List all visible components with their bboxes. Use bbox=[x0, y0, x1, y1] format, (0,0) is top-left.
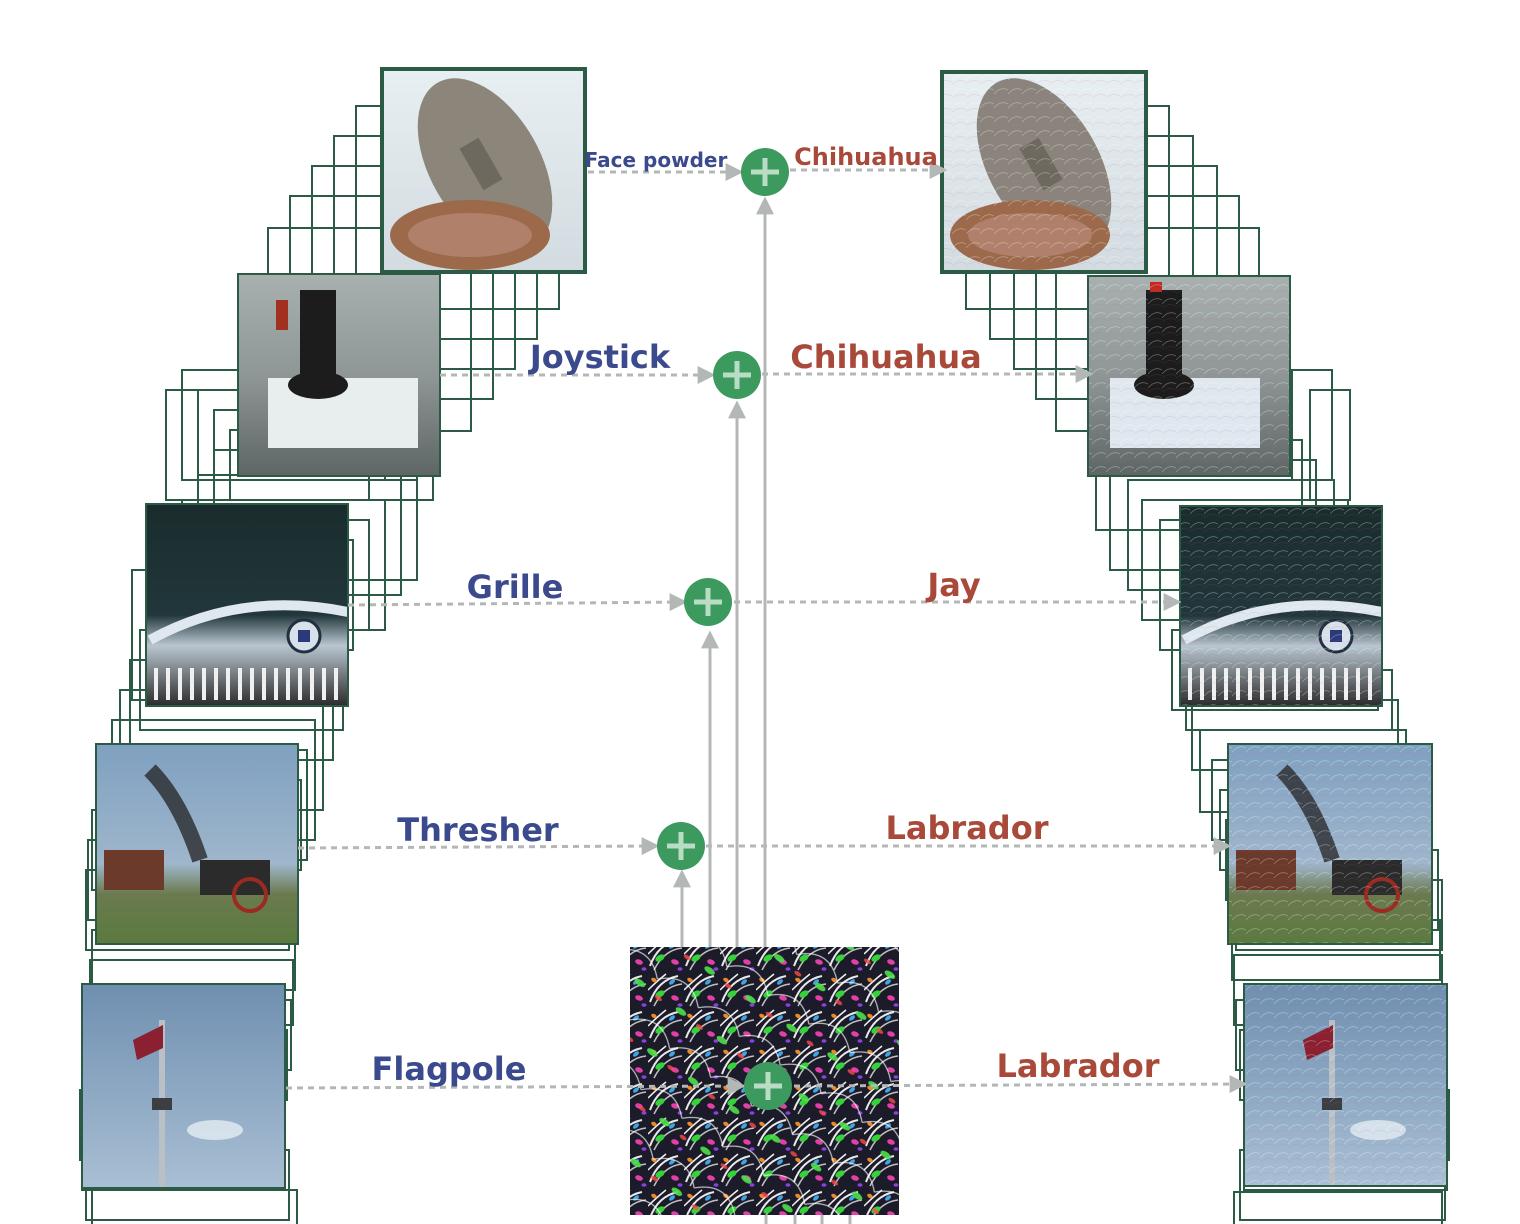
plus-nodes bbox=[657, 148, 792, 1110]
source-label: Joystick bbox=[528, 338, 671, 376]
plus-icon bbox=[744, 1062, 792, 1110]
left-image-grille bbox=[145, 503, 349, 707]
left-image-face-powder bbox=[380, 67, 587, 274]
left-image-flagpole bbox=[81, 983, 286, 1189]
horizontal-arrows bbox=[285, 161, 1248, 1096]
left-image-thresher bbox=[95, 743, 299, 945]
source-label: Face powder bbox=[585, 148, 728, 172]
target-label: Labrador bbox=[886, 809, 1049, 847]
target-label: Chihuahua bbox=[790, 338, 982, 376]
vertical-arrows bbox=[673, 196, 774, 947]
source-label: Grille bbox=[467, 568, 564, 606]
right-image-flagpole bbox=[1243, 983, 1448, 1187]
left-image-joystick bbox=[237, 273, 441, 477]
source-label: Flagpole bbox=[372, 1050, 527, 1088]
target-label: Labrador bbox=[997, 1047, 1160, 1085]
plus-icon bbox=[713, 351, 761, 399]
source-label: Thresher bbox=[397, 811, 559, 849]
plus-icon bbox=[684, 578, 732, 626]
target-labels: Chihuahua Chihuahua Jay Labrador Labrado… bbox=[790, 143, 1159, 1085]
plus-icon bbox=[741, 148, 789, 196]
right-image-joystick bbox=[1087, 275, 1291, 477]
target-label: Chihuahua bbox=[794, 143, 938, 171]
right-image-face-powder bbox=[940, 70, 1148, 274]
right-image-thresher bbox=[1227, 743, 1433, 945]
right-image-grille bbox=[1179, 505, 1383, 707]
target-label: Jay bbox=[925, 566, 981, 604]
source-labels: Face powder Joystick Grille Thresher Fla… bbox=[372, 148, 728, 1088]
plus-icon bbox=[657, 822, 705, 870]
